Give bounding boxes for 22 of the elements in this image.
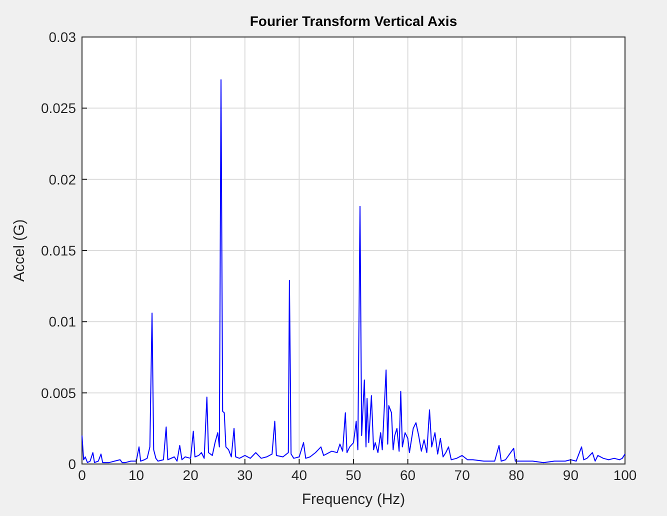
x-tick-label: 80 <box>508 467 524 483</box>
y-tick-label: 0.015 <box>40 242 76 258</box>
y-tick-label: 0.01 <box>48 314 76 330</box>
y-tick-label: 0.005 <box>40 384 76 401</box>
x-tick-label: 100 <box>613 467 637 483</box>
y-tick-label: 0 <box>68 456 76 472</box>
line-series <box>82 79 626 464</box>
x-tick-label: 40 <box>291 467 308 483</box>
x-tick-label: 70 <box>454 467 470 483</box>
y-tick-label: 0.025 <box>40 100 76 116</box>
x-tick-label: 60 <box>400 467 416 483</box>
y-tick-label: 0.03 <box>48 29 76 45</box>
chart-title: Fourier Transform Vertical Axis <box>250 13 458 29</box>
x-tick-label: 30 <box>237 467 253 483</box>
y-axis-title: Accel (G) <box>11 219 28 282</box>
x-tick-label: 10 <box>128 467 144 483</box>
x-tick-label: 20 <box>182 467 199 483</box>
x-tick-label: 0 <box>78 467 86 483</box>
x-tick-label: 50 <box>346 467 362 483</box>
x-axis-title: Frequency (Hz) <box>302 491 406 508</box>
x-tick-label: 90 <box>562 467 579 483</box>
y-tick-label: 0.02 <box>48 171 76 188</box>
